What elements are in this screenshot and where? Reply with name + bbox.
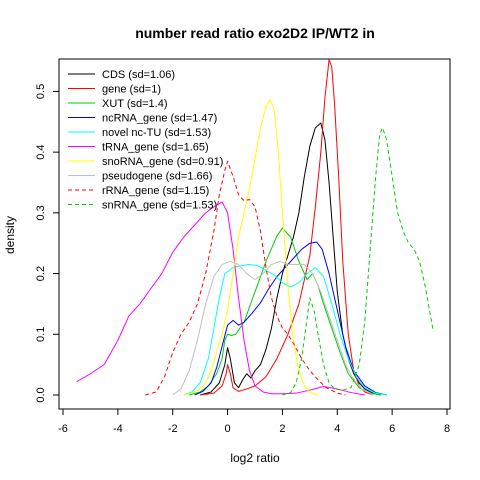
legend-label-2: XUT (sd=1.4) [102, 98, 168, 110]
x-tick-label: 2 [279, 423, 285, 435]
x-tick-label: 0 [225, 423, 231, 435]
legend-label-3: ncRNA_gene (sd=1.47) [102, 113, 217, 125]
x-tick-label: 6 [389, 423, 395, 435]
legend-label-9: snRNA_gene (sd=1.53) [102, 200, 217, 212]
legend-label-0: CDS (sd=1.06) [102, 69, 175, 81]
legend-label-5: tRNA_gene (sd=1.65) [102, 142, 209, 154]
series-line-6 [183, 98, 319, 396]
y-tick-label: 0.3 [35, 205, 47, 220]
series-layer [76, 59, 434, 396]
x-tick-label: -2 [168, 423, 178, 435]
series-line-2 [189, 227, 382, 396]
series-line-5 [76, 201, 365, 396]
legend-label-8: rRNA_gene (sd=1.15) [102, 185, 209, 197]
series-line-4 [183, 263, 387, 396]
x-tick-label: 8 [444, 423, 450, 435]
axes: -6 -4 -2 0 2 4 6 8 0.0 0.1 0.2 0.3 0.4 0.5 [35, 84, 450, 435]
x-tick-label: -6 [58, 423, 68, 435]
plot-frame [58, 58, 451, 410]
legend-label-4: novel nc-TU (sd=1.53) [102, 127, 211, 139]
legend: CDS (sd=1.06) gene (sd=1) XUT (sd=1.4) ncRN… [68, 69, 223, 212]
legend-label-7: pseudogene (sd=1.66) [102, 171, 212, 183]
x-tick-label: 4 [334, 423, 340, 435]
series-line-8 [145, 160, 346, 396]
series-line-3 [194, 241, 387, 396]
y-axis-label: density [3, 216, 17, 254]
series-line-7 [172, 260, 374, 396]
y-tick-label: 0.4 [35, 144, 47, 159]
y-tick-label: 0.1 [35, 327, 47, 342]
series-line-1 [200, 59, 374, 396]
series-line-9 [282, 127, 434, 396]
x-axis-label: log2 ratio [230, 451, 280, 465]
legend-label-1: gene (sd=1) [102, 84, 161, 96]
y-tick-label: 0.0 [35, 387, 47, 402]
y-tick-label: 0.2 [35, 266, 47, 281]
y-tick-label: 0.5 [35, 84, 47, 99]
legend-label-6: snoRNA_gene (sd=0.91) [102, 156, 223, 168]
x-tick-label: -4 [113, 423, 123, 435]
chart-title: number read ratio exo2D2 IP/WT2 in [135, 25, 375, 41]
